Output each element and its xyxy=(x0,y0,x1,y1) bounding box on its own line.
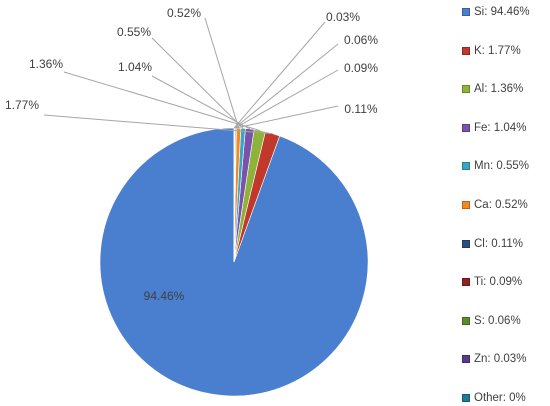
leader-line-cl xyxy=(236,106,338,128)
legend-label: Mn: 0.55% xyxy=(474,160,529,172)
data-label-zn: 0.03% xyxy=(326,10,360,24)
legend-item-zn: Zn: 0.03% xyxy=(462,351,526,367)
legend-swatch xyxy=(462,162,470,170)
data-label-fe: 1.04% xyxy=(118,60,152,74)
data-label-k: 1.77% xyxy=(5,98,39,112)
legend-swatch xyxy=(462,8,470,16)
data-label-ti: 0.09% xyxy=(344,61,378,75)
legend-item-other: Other: 0% xyxy=(462,390,526,406)
legend-label: Fe: 1.04% xyxy=(474,122,526,134)
legend-swatch xyxy=(462,201,470,209)
legend-item-al: Al: 1.36% xyxy=(462,81,523,97)
legend-swatch xyxy=(462,240,470,248)
legend-swatch xyxy=(462,278,470,286)
legend-label: Al: 1.36% xyxy=(474,83,523,95)
legend-label: Zn: 0.03% xyxy=(474,353,526,365)
legend-swatch xyxy=(462,47,470,55)
legend-swatch xyxy=(462,317,470,325)
legend-swatch xyxy=(462,124,470,132)
data-label-mn: 0.55% xyxy=(117,25,151,39)
leader-line-ti xyxy=(235,70,338,128)
legend-label: Ca: 0.52% xyxy=(474,199,528,211)
legend-item-mn: Mn: 0.55% xyxy=(462,158,529,174)
data-label-si: 94.46% xyxy=(144,289,185,303)
legend-swatch xyxy=(462,85,470,93)
legend-item-s: S: 0.06% xyxy=(462,313,521,329)
data-label-al: 1.36% xyxy=(29,57,63,71)
legend-label: K: 1.77% xyxy=(474,45,521,57)
leader-line-s xyxy=(235,44,338,128)
legend-item-ti: Ti: 0.09% xyxy=(462,274,522,290)
legend-label: Si: 94.46% xyxy=(474,6,530,18)
legend-label: Other: 0% xyxy=(474,392,526,404)
chart-legend: Si: 94.46% K: 1.77% Al: 1.36% Fe: 1.04% Mn: … xyxy=(462,0,550,402)
data-label-cl: 0.11% xyxy=(344,102,377,116)
legend-item-fe: Fe: 1.04% xyxy=(462,120,526,136)
legend-swatch xyxy=(462,394,470,402)
data-label-ca: 0.52% xyxy=(167,6,201,20)
legend-label: Cl: 0.11% xyxy=(474,238,523,250)
leader-line-ca xyxy=(205,18,239,128)
legend-label: Ti: 0.09% xyxy=(474,276,522,288)
legend-item-k: K: 1.77% xyxy=(462,43,521,59)
legend-swatch xyxy=(462,355,470,363)
legend-item-cl: Cl: 0.11% xyxy=(462,236,523,252)
data-label-s: 0.06% xyxy=(344,33,378,47)
legend-label: S: 0.06% xyxy=(474,315,521,327)
legend-item-si: Si: 94.46% xyxy=(462,4,530,20)
legend-item-ca: Ca: 0.52% xyxy=(462,197,528,213)
